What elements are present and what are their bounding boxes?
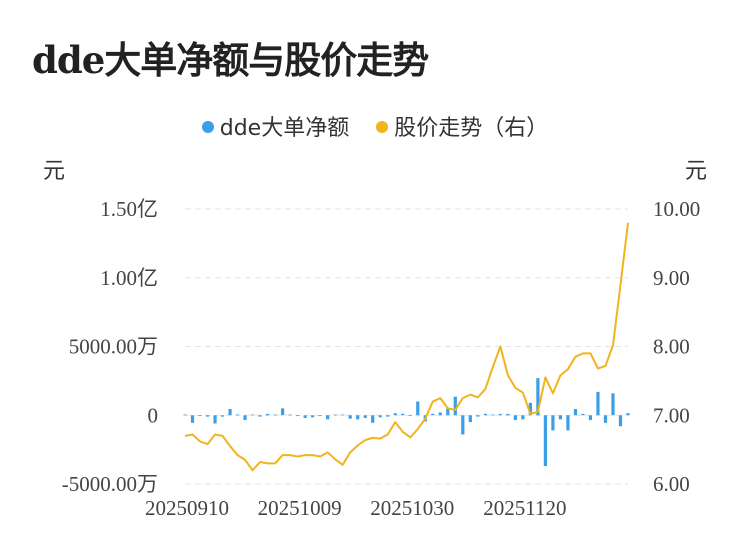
dde-bar xyxy=(498,413,502,416)
dde-bar xyxy=(296,415,300,417)
dde-bar xyxy=(558,415,563,420)
dde-bar xyxy=(618,415,623,427)
dde-bar xyxy=(318,415,322,417)
dde-bar xyxy=(311,415,315,418)
legend-dot-price xyxy=(376,121,389,133)
dde-bar xyxy=(581,413,585,416)
x-tick-label: 20250910 xyxy=(145,496,229,520)
dde-bar xyxy=(566,415,570,431)
y-right-tick-label: 8.00 xyxy=(653,335,690,359)
dde-bar xyxy=(431,413,435,416)
dde-bar xyxy=(250,414,255,416)
dde-bar xyxy=(521,415,525,420)
legend-label-price: 股价走势（右） xyxy=(394,116,549,141)
dde-bar xyxy=(401,413,405,416)
dde-bar xyxy=(288,414,292,416)
y-right-tick-label: 9.00 xyxy=(653,266,690,290)
dde-bar xyxy=(228,409,232,416)
dde-bar xyxy=(326,415,330,420)
price-line xyxy=(184,222,629,472)
x-tick-label: 20251030 xyxy=(370,496,454,520)
dde-bar xyxy=(543,415,548,467)
dde-bar xyxy=(596,391,600,416)
dde-bar xyxy=(438,412,442,416)
bar-series xyxy=(183,378,630,467)
dde-bar xyxy=(281,408,285,416)
line-series xyxy=(184,222,629,472)
dde-bar xyxy=(371,415,375,423)
legend-label-dde: dde大单净额 xyxy=(219,116,350,141)
grid-layer xyxy=(185,208,628,485)
dde-bar xyxy=(265,413,270,416)
dde-bar xyxy=(483,413,487,416)
dde-bar xyxy=(348,415,352,419)
axis-labels: 1.50亿 1.00亿 5000.00万 0 -5000.00万 10.00 9.00 8.0… xyxy=(62,197,701,520)
dde-bar xyxy=(333,414,337,416)
y-left-tick-label: 5000.00万 xyxy=(69,335,158,359)
legend: dde大单净额 股价走势（右） xyxy=(0,110,750,142)
dde-bar xyxy=(573,409,578,416)
dde-bar xyxy=(611,393,615,416)
left-axis-unit: 元 xyxy=(43,159,65,184)
dde-bar xyxy=(453,396,457,416)
y-left-tick-label: 1.00亿 xyxy=(100,266,158,290)
dde-bar xyxy=(243,415,247,421)
y-left-tick-label: -5000.00万 xyxy=(62,472,158,496)
dde-bar xyxy=(220,415,225,417)
legend-dot-dde xyxy=(201,121,214,133)
y-right-tick-label: 10.00 xyxy=(653,197,700,221)
dde-bar xyxy=(273,414,277,416)
dde-bar xyxy=(513,415,517,421)
dde-bar xyxy=(235,414,240,416)
dde-bar xyxy=(528,402,532,416)
dde-bar xyxy=(626,413,630,416)
dde-bar xyxy=(468,415,472,423)
dde-bar xyxy=(363,415,367,418)
dde-bar xyxy=(416,401,420,416)
dde-bar xyxy=(491,414,495,416)
dde-bar xyxy=(506,413,510,416)
y-left-tick-label: 1.50亿 xyxy=(100,197,158,221)
dde-bar xyxy=(588,415,593,421)
dde-bar xyxy=(476,415,480,417)
dde-bar xyxy=(408,415,412,417)
dde-bar xyxy=(446,408,450,416)
dde-bar xyxy=(341,414,345,416)
dde-bar xyxy=(393,413,397,416)
y-left-tick-label: 0 xyxy=(148,403,159,427)
dde-bar xyxy=(461,415,465,435)
dde-bar xyxy=(603,415,608,423)
dde-bar xyxy=(303,415,307,418)
legend-item-price[interactable]: 股价走势（右） xyxy=(376,110,548,142)
dde-bar xyxy=(205,415,210,417)
x-tick-label: 20251120 xyxy=(483,496,566,520)
dde-bar xyxy=(386,415,390,417)
dde-bar xyxy=(378,415,382,418)
y-right-tick-label: 7.00 xyxy=(653,403,690,427)
dde-bar xyxy=(258,415,262,417)
dde-bar xyxy=(356,415,360,420)
x-tick-label: 20251009 xyxy=(258,496,342,520)
dde-bar xyxy=(551,415,555,431)
dde-bar xyxy=(190,415,195,423)
dde-bar xyxy=(213,415,217,424)
right-axis-unit: 元 xyxy=(685,159,707,184)
chart-title: dde大单净额与股价走势 xyxy=(32,38,429,82)
y-right-tick-label: 6.00 xyxy=(653,472,690,496)
dde-bar xyxy=(536,378,540,416)
dde-bar xyxy=(198,415,202,417)
dde-bar xyxy=(183,414,187,416)
legend-item-dde[interactable]: dde大单净额 xyxy=(201,110,350,142)
